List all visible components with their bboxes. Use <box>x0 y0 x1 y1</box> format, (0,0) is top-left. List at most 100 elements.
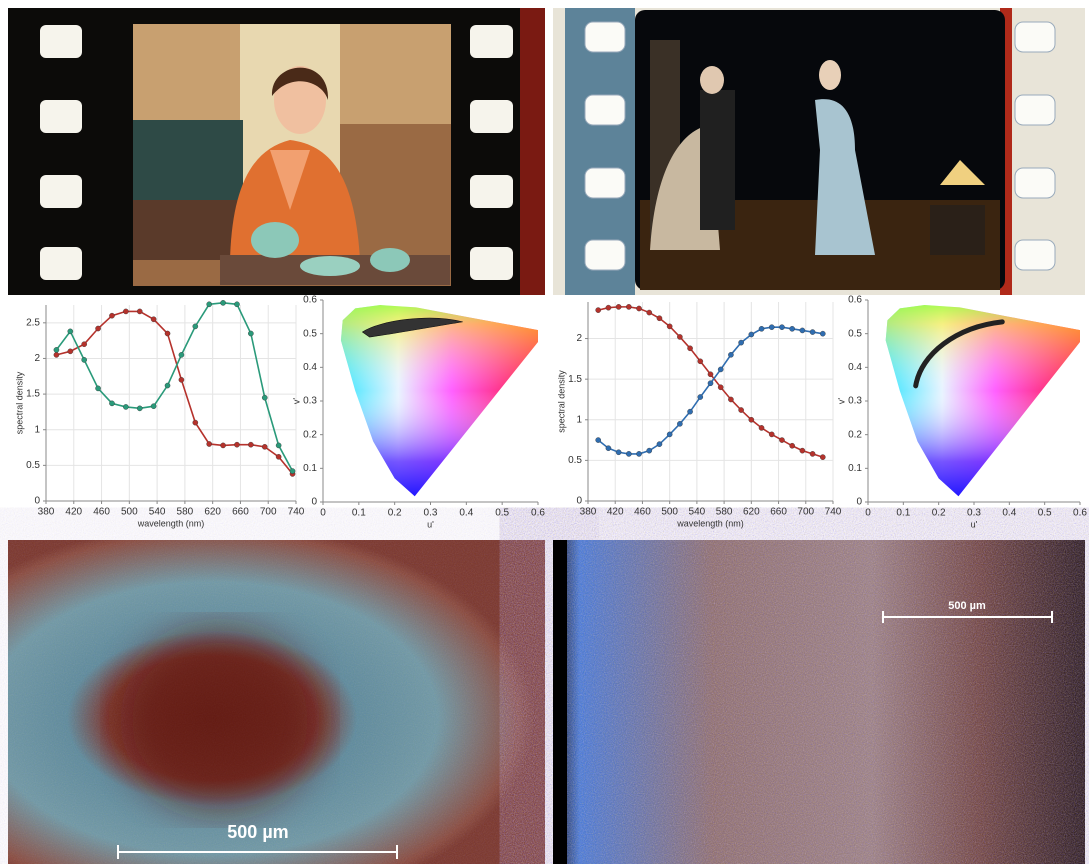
x-tick-label: 0.5 <box>1038 508 1052 519</box>
data-point <box>150 403 157 410</box>
x-tick-label: 0.4 <box>1002 508 1016 519</box>
x-tick-label: 380 <box>580 507 597 518</box>
data-point <box>192 323 199 330</box>
y-axis-label: spectral density <box>556 370 566 433</box>
x-axis-label: wavelength (nm) <box>676 518 744 528</box>
x-tick-label: 0.2 <box>932 508 946 519</box>
x-axis-label: wavelength (nm) <box>137 518 205 528</box>
data-point <box>178 352 185 358</box>
data-point <box>677 334 683 340</box>
x-tick-label: 0.1 <box>896 508 910 519</box>
data-point <box>53 352 60 358</box>
data-point <box>605 445 612 452</box>
data-point <box>717 366 724 373</box>
data-point <box>799 447 806 454</box>
data-point <box>192 419 199 426</box>
data-point <box>779 324 785 330</box>
y-tick-label: 0.4 <box>303 362 317 373</box>
scale-label: 500 µm <box>227 822 288 842</box>
data-point <box>605 304 612 311</box>
y-axis-label: v' <box>291 398 301 405</box>
x-tick-label: 740 <box>825 507 842 518</box>
data-point <box>67 348 74 355</box>
y-tick-label: 0.4 <box>848 362 862 373</box>
data-point <box>819 454 826 460</box>
x-tick-label: 580 <box>716 507 733 518</box>
data-point <box>687 408 693 415</box>
x-tick-label: 660 <box>232 507 249 518</box>
data-point <box>626 451 632 457</box>
data-point <box>758 326 765 332</box>
x-tick-label: 700 <box>260 507 277 518</box>
x-tick-label: 0.6 <box>1073 508 1087 519</box>
data-point <box>178 377 185 383</box>
micrograph: 500 µm <box>553 540 1085 864</box>
data-point <box>758 425 765 431</box>
x-tick-label: 0.5 <box>495 508 509 519</box>
y-tick-label: 0 <box>311 497 317 508</box>
x-tick-label: 0.3 <box>967 508 981 519</box>
micrograph: 500 µm <box>8 540 545 864</box>
data-point <box>819 330 826 337</box>
data-point <box>728 396 734 403</box>
x-tick-label: 420 <box>607 507 624 518</box>
data-point <box>779 437 785 443</box>
data-point <box>748 416 755 423</box>
data-point <box>275 454 282 460</box>
x-tick-label: 500 <box>121 507 138 518</box>
scale-label: 500 µm <box>948 600 986 612</box>
data-point <box>768 324 775 330</box>
data-point <box>164 382 171 389</box>
data-point <box>666 323 673 330</box>
y-tick-label: 0.3 <box>303 396 317 407</box>
x-tick-label: 620 <box>204 507 221 518</box>
data-point <box>261 444 268 450</box>
data-point <box>626 304 632 310</box>
data-point <box>109 400 115 407</box>
data-point <box>136 308 143 315</box>
data-point <box>636 451 642 457</box>
data-point <box>697 394 704 400</box>
data-point <box>738 339 744 346</box>
data-point <box>697 358 704 365</box>
data-point <box>95 325 101 332</box>
data-point <box>789 326 795 332</box>
x-tick-label: 0.4 <box>459 508 473 519</box>
data-point <box>656 315 663 322</box>
x-tick-label: 540 <box>689 507 706 518</box>
data-point <box>123 404 129 410</box>
x-tick-label: 580 <box>177 507 194 518</box>
data-point <box>248 441 254 448</box>
data-point <box>738 407 744 413</box>
x-tick-label: 500 <box>661 507 678 518</box>
gamut-cloud <box>913 319 1005 389</box>
y-tick-label: 1 <box>576 414 582 425</box>
data-point <box>261 394 268 401</box>
x-tick-label: 0.1 <box>352 508 366 519</box>
data-point <box>595 437 602 443</box>
x-tick-label: 380 <box>38 507 55 518</box>
data-point <box>809 329 816 335</box>
data-line <box>56 310 294 475</box>
y-tick-label: 0.1 <box>303 463 317 474</box>
y-tick-label: 0.6 <box>303 295 317 306</box>
y-tick-label: 0.6 <box>848 295 862 306</box>
y-tick-label: 0.5 <box>848 328 862 339</box>
data-point <box>206 301 212 308</box>
data-point <box>150 316 157 323</box>
x-tick-label: 460 <box>634 507 651 518</box>
x-axis-label: u' <box>427 519 434 529</box>
y-tick-label: 0.5 <box>568 455 582 466</box>
gamut-fill <box>340 305 538 497</box>
data-point <box>768 431 775 438</box>
x-tick-label: 0.3 <box>424 508 438 519</box>
x-tick-label: 420 <box>65 507 82 518</box>
data-point <box>109 312 115 319</box>
data-point <box>707 371 714 378</box>
y-tick-label: 0.1 <box>848 463 862 474</box>
data-point <box>748 331 755 338</box>
data-point <box>677 421 683 427</box>
data-point <box>636 305 642 312</box>
data-point <box>234 301 240 308</box>
